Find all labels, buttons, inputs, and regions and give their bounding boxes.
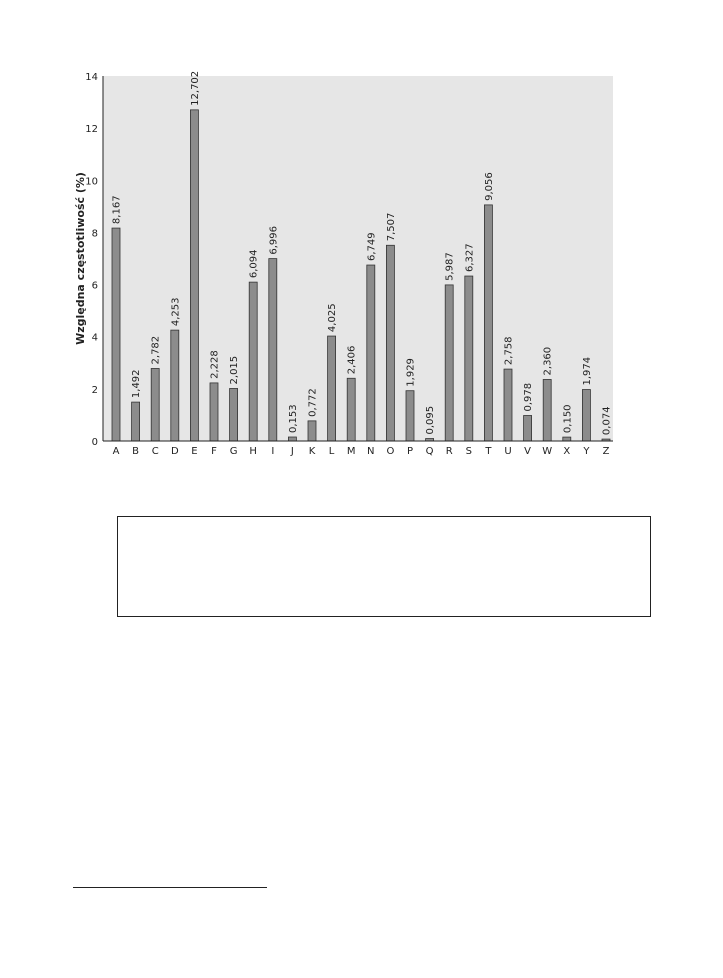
data-label-U: 2,758 (504, 336, 515, 365)
bar-D (170, 329, 180, 442)
bar-N (366, 264, 376, 442)
letter-frequency-chart: 0 2 4 6 8 10 12 14 8,167 A 1,492 B 2,782 C 4,253 D 12,7… (74, 71, 613, 457)
x-tick-label: X (563, 446, 570, 457)
bar-M (346, 377, 356, 442)
x-tick-label: F (211, 446, 217, 457)
bar-H (248, 281, 258, 442)
x-tick-label: M (347, 446, 356, 457)
x-tick-label: U (504, 446, 511, 457)
x-tick-label: O (386, 446, 394, 457)
data-label-K: 0,772 (308, 388, 319, 417)
data-label-B: 1,492 (131, 369, 142, 398)
x-tick-label: D (171, 446, 179, 457)
data-label-D: 4,253 (170, 297, 181, 326)
data-label-M: 2,406 (347, 346, 358, 375)
data-label-I: 6,996 (268, 226, 279, 255)
data-label-C: 2,782 (151, 336, 162, 365)
x-tick-label: I (271, 446, 274, 457)
data-label-F: 2,228 (210, 350, 221, 379)
x-tick-label: L (329, 446, 335, 457)
bar-J (287, 436, 297, 442)
bar-W (542, 379, 552, 442)
y-tick-label: 14 (85, 72, 98, 83)
data-label-A: 8,167 (112, 195, 123, 224)
y-tick-label: 12 (85, 124, 98, 135)
x-tick-label: Q (426, 446, 434, 457)
bar-C (150, 368, 160, 442)
bar-B (131, 401, 141, 442)
x-tick-label: A (113, 446, 120, 457)
bar-R (444, 284, 454, 442)
x-tick-label: R (446, 446, 453, 457)
data-label-P: 1,929 (406, 358, 417, 387)
bar-O (385, 244, 395, 442)
y-tick-label: 6 (92, 281, 98, 292)
bar-K (307, 420, 317, 442)
bar-T (483, 204, 493, 442)
bar-S (464, 275, 474, 442)
data-label-V: 0,978 (523, 383, 534, 412)
x-tick-label: P (407, 446, 413, 457)
bar-F (209, 382, 219, 442)
data-label-R: 5,987 (445, 252, 456, 281)
data-label-J: 0,153 (288, 404, 299, 433)
data-label-E: 12,702 (190, 71, 201, 106)
x-tick-label: C (152, 446, 159, 457)
x-tick-label: Y (582, 446, 590, 457)
plot-background (103, 76, 613, 441)
empty-answer-box (117, 516, 651, 617)
x-tick-label: G (230, 446, 238, 457)
data-label-L: 4,025 (327, 303, 338, 332)
bar-P (405, 390, 415, 442)
bar-L (327, 335, 337, 442)
y-axis-label: Względna częstotliwość (%) (74, 172, 87, 345)
bar-V (523, 415, 532, 442)
x-tick-label: W (542, 446, 552, 457)
data-label-Y: 1,974 (582, 357, 593, 386)
x-tick-label: S (466, 446, 472, 457)
footnote-divider (73, 887, 267, 888)
data-label-Z: 0,074 (602, 406, 613, 435)
data-label-S: 6,327 (464, 243, 475, 272)
x-tick-label: B (132, 446, 139, 457)
data-label-Q: 0,095 (425, 406, 436, 435)
x-tick-label: J (290, 446, 294, 457)
bar-G (229, 388, 239, 442)
y-tick-label: 0 (92, 437, 98, 448)
bar-I (268, 258, 278, 442)
x-tick-label: V (524, 446, 531, 457)
y-tick-label: 8 (92, 228, 98, 239)
x-tick-label: E (191, 446, 197, 457)
bar-X (562, 436, 572, 442)
data-label-W: 2,360 (543, 347, 554, 376)
bar-A (111, 227, 121, 442)
bar-U (503, 368, 513, 442)
data-label-X: 0,150 (562, 404, 573, 433)
x-tick-label: H (249, 446, 257, 457)
bar-Y (582, 389, 591, 442)
x-tick-label: Z (603, 446, 610, 457)
y-tick-label: 2 (92, 385, 98, 396)
data-label-O: 7,507 (386, 213, 397, 242)
data-label-N: 6,749 (366, 232, 377, 261)
x-tick-label: N (367, 446, 374, 457)
data-label-T: 9,056 (484, 172, 495, 201)
y-tick-label: 4 (92, 333, 98, 344)
y-tick-label: 10 (85, 176, 98, 187)
x-tick-label: T (484, 446, 492, 457)
data-label-H: 6,094 (249, 249, 260, 278)
data-label-G: 2,015 (229, 356, 240, 385)
bar-E (189, 109, 199, 442)
x-tick-label: K (309, 446, 316, 457)
